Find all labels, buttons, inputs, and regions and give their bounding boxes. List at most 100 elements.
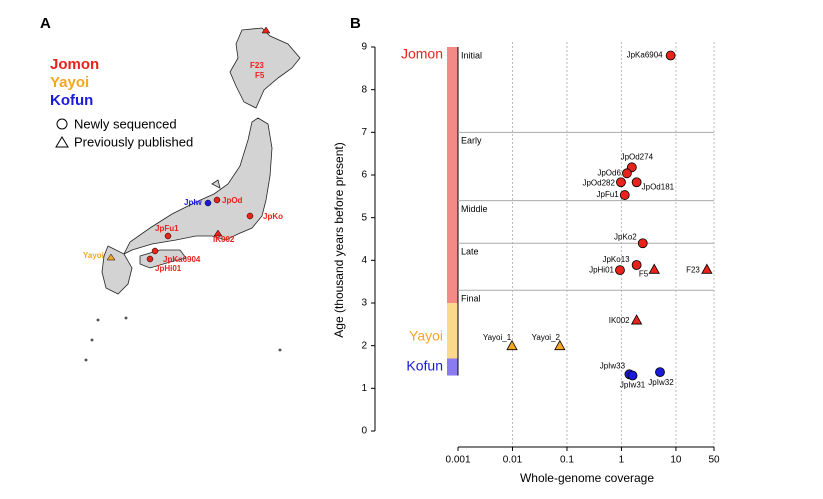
shikoku [139,249,187,269]
point-label: IK002 [609,316,630,325]
site-label: IK002 [213,235,235,244]
point-label: JpKa6904 [627,51,664,60]
period-bar [447,358,458,376]
site-marker [151,247,159,255]
point-label: JpIw33 [600,361,626,370]
point-label: JpOd274 [621,152,654,161]
legend-label: Previously published [74,134,193,149]
site-marker [213,229,223,237]
point [648,263,660,274]
point-label: JpIw32 [648,378,674,387]
site-label: Yayoi [83,251,104,260]
period-label: Yayoi [409,327,443,343]
island [124,316,128,320]
y-tick-label: 9 [361,42,367,53]
x-tick-label: 0.1 [560,455,574,466]
map-sites: F23 F5 JpIw JpOd JpKo JpFu1 IK002 Yayoi … [83,26,283,273]
subperiod-label: Initial [461,50,482,60]
site-label: JpHi01 [155,264,182,273]
site-label: JpOd [222,196,243,205]
site-marker [106,253,116,261]
x-tick-label: 1 [619,455,625,466]
y-tick-label: 6 [361,170,367,181]
site-label: F23 [250,61,264,70]
site-marker [146,255,154,263]
period-label: Kofun [406,358,443,374]
point [630,314,643,325]
island [90,338,94,342]
honshu [123,117,273,255]
point [637,238,648,249]
panel-label: B [350,15,361,32]
site-label: JpKa6904 [163,255,201,264]
point-label: Yayoi_1 [483,333,512,342]
legend-label: Jomon [50,56,99,73]
scatter-plot: 0.001 0.01 0.1 1 10 50 0 1 2 3 4 5 6 7 8 9 Jomon Yayoi Kof… [361,42,720,466]
island [278,348,282,352]
point [701,263,713,274]
point [665,50,676,61]
y-tick-label: 2 [361,340,367,351]
island [96,318,100,322]
site-marker [204,199,212,207]
legend-label: Newly sequenced [74,116,177,131]
period-bar [447,303,458,359]
site-label: JpIw [184,198,203,207]
point-label: JpKo2 [614,232,637,241]
point [655,367,665,378]
point-label: Yayoi_2 [532,333,561,342]
legend-label: Kofun [50,92,93,109]
point [506,339,518,351]
island [84,358,88,362]
point [622,168,632,179]
x-axis-label: Whole-genome coverage [520,471,654,485]
y-tick-label: 5 [361,212,367,223]
period-bar [447,47,458,303]
x-tick-label: 0.01 [503,455,523,466]
y-tick-label: 3 [361,298,367,309]
hokkaido [229,27,301,109]
subperiod-label: Early [461,136,482,146]
point [631,177,642,188]
legend-marker [56,118,68,130]
site-marker [246,212,254,220]
kyushu [101,245,133,295]
panel-label: A [40,15,51,32]
site-label: JpKo [263,212,283,221]
point-label: JpOd282 [582,178,615,187]
point-label: JpHi01 [589,265,614,274]
point [619,190,630,200]
y-tick-label: 4 [361,255,367,266]
x-tick-label: 0.001 [445,455,470,466]
y-axis-label: Age (thousand years before present) [332,142,346,337]
point-label: JpIw31 [620,381,646,390]
y-tick-label: 1 [361,383,367,394]
period-label: Jomon [401,46,443,62]
map-legend: Jomon Yayoi Kofun Newly sequenced Previo… [50,56,193,149]
point-label: JpOd6 [597,168,621,177]
subperiod-label: Middle [461,204,488,214]
point-label: JpOd181 [642,182,675,191]
site-label: F5 [255,71,265,80]
map [84,27,301,362]
point-label: F23 [686,265,700,274]
y-tick-label: 8 [361,84,367,95]
site-label: JpFu1 [155,224,179,233]
sado [211,179,221,189]
subperiod-label: Final [461,294,481,304]
y-tick-label: 7 [361,127,367,138]
site-marker [261,26,271,34]
subperiod-label: Late [461,247,479,257]
site-marker [164,232,172,240]
site-marker [213,196,221,204]
point-label: JpKo13 [602,255,630,264]
legend-label: Yayoi [50,74,89,91]
x-tick-label: 50 [708,455,720,466]
point [554,339,566,351]
point [631,260,642,270]
legend-marker [55,136,69,148]
y-tick-label: 0 [361,426,367,437]
x-tick-label: 10 [670,455,682,466]
point [615,265,625,276]
